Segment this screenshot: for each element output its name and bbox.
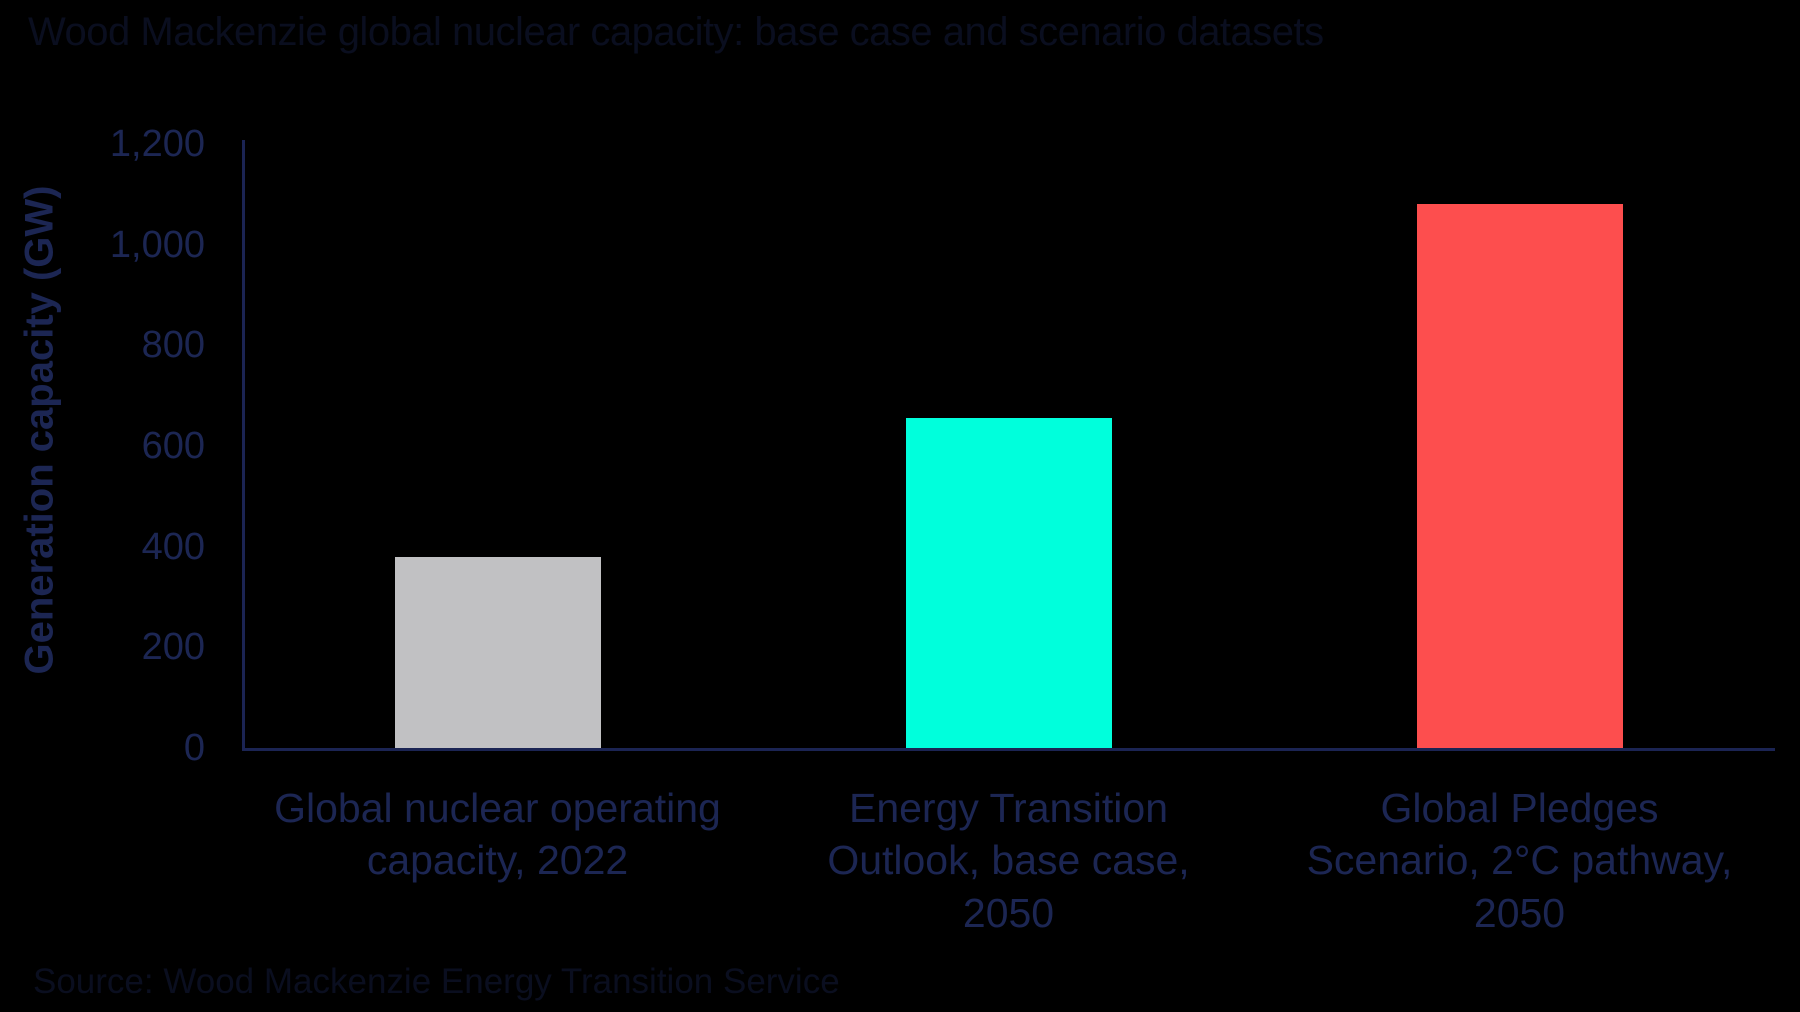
- y-axis-line: [242, 140, 245, 751]
- category-label-line: Global nuclear operating: [274, 785, 721, 831]
- category-label-line: Global Pledges: [1380, 785, 1659, 831]
- y-tick-label: 200: [141, 626, 205, 669]
- category-label: Energy Transition Outlook, base case, 2050: [753, 782, 1264, 939]
- category-label: Global Pledges Scenario, 2°C pathway, 2050: [1264, 782, 1775, 939]
- x-category-labels: Global nuclear operating capacity, 2022 En…: [242, 782, 1775, 939]
- chart-title: Wood Mackenzie global nuclear capacity: …: [28, 10, 1324, 54]
- y-tick-label: 1,200: [109, 123, 205, 165]
- category-label-line: 2050: [1473, 889, 1566, 936]
- bar: [394, 556, 601, 748]
- bar: [905, 418, 1112, 748]
- y-tick-label: 600: [141, 425, 205, 467]
- category-label-line: 2050: [962, 889, 1055, 936]
- bar: [1416, 204, 1623, 748]
- category-label-line: capacity, 2022: [366, 837, 629, 884]
- y-tick-label: 0: [183, 727, 205, 769]
- y-tick-label: 400: [141, 525, 205, 568]
- category-label: Global nuclear operating capacity, 2022: [242, 782, 753, 939]
- source-note: Source: Wood Mackenzie Energy Transition…: [33, 962, 840, 1001]
- category-label-line: Outlook, base case,: [827, 837, 1190, 884]
- x-axis-line: [242, 748, 1775, 751]
- y-tick-label: 800: [141, 324, 205, 367]
- category-label-line: Scenario, 2°C pathway,: [1306, 837, 1733, 884]
- category-label-line: Energy Transition: [848, 785, 1169, 831]
- y-tick-label: 1,000: [109, 223, 205, 266]
